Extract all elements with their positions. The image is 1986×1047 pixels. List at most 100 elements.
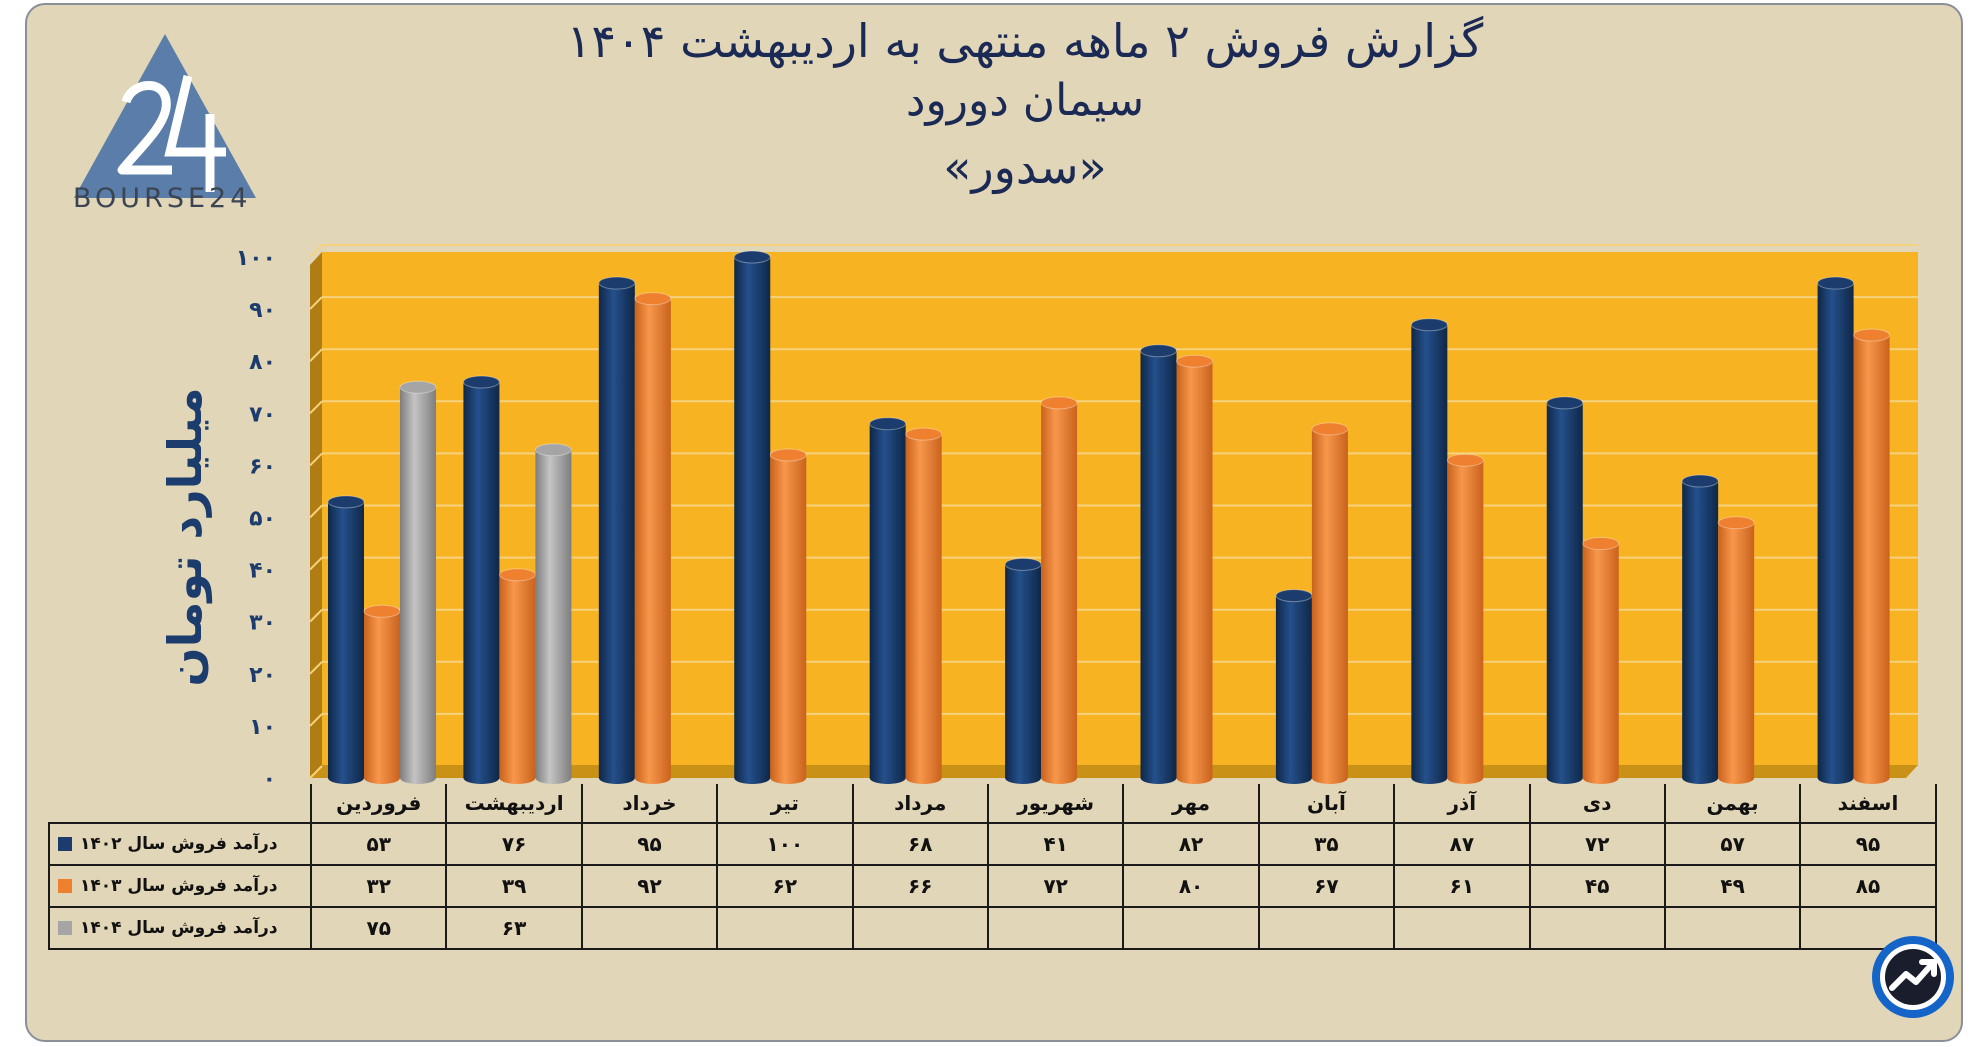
bar [1546,402,1583,778]
bourse24-logo [74,34,256,198]
value-cell: ۹۵ [1799,822,1937,866]
bar-top [1410,318,1448,332]
bar-top [634,292,672,306]
chart-subtitle: سیمان دورود [905,75,1145,126]
y-tick-label: ۳۰ [249,611,276,636]
value-cell: ۴۹ [1663,864,1802,908]
bar-base [364,772,400,784]
bar [364,611,400,778]
bar [734,257,771,778]
bar [1005,564,1042,778]
value-cell: ۴۱ [986,822,1125,866]
plot-floor [310,765,1918,778]
bar-base [1817,772,1854,784]
bar-base [1176,772,1213,784]
gridline-side [309,244,323,258]
legend-swatch [58,921,72,935]
bar-base [905,772,942,784]
value-cell: ۱۰۰ [716,822,854,866]
bar [1718,522,1755,778]
bar-top [1817,276,1855,290]
bar-top [1176,354,1213,368]
y-tick-label: ۲۰ [249,663,276,688]
bar-base [1411,772,1448,784]
bar-base [535,772,572,784]
plot-side-wall [310,252,322,778]
value-cell: ۶۳ [445,906,583,950]
bar [463,382,500,778]
legend-swatch [58,879,72,893]
value-cell [1393,906,1531,950]
value-cell: ۹۲ [580,864,719,908]
logo-digit-2 [117,81,172,175]
trend-arrow-circle-icon [1872,936,1954,1018]
bar [499,574,536,778]
bar [869,423,906,778]
data-table: فروردین اردیبهشت خرداد تیر مرداد شهریور مهر آبا… [48,784,1937,950]
bar [400,387,436,778]
bar-base [869,772,906,784]
y-tick-label: ۰ [263,767,276,792]
category-label: مرداد [851,784,989,824]
bar-top [598,276,636,290]
bar-base [1718,772,1755,784]
y-tick-label: ۴۰ [249,559,276,584]
bar-base [598,772,635,784]
bar-top [905,427,943,441]
value-cell: ۸۲ [1122,822,1260,866]
bar-top [327,495,365,509]
category-label: شهریور [986,784,1125,824]
y-tick-label: ۹۰ [249,298,276,323]
bar [1447,460,1484,778]
y-tick-label: ۱۰۰ [236,246,276,271]
bar-top [1040,396,1078,410]
bar-base [1275,772,1312,784]
bar-top [733,250,771,264]
category-label: آذر [1393,784,1531,824]
value-cell: ۷۵ [309,906,448,950]
legend-label: درآمد فروش سال ۱۴۰۳ [80,876,278,896]
bar-top [1546,396,1584,410]
bar-base [1311,772,1348,784]
table-header-row: فروردین اردیبهشت خرداد تیر مرداد شهریور مهر آبا… [49,784,1937,824]
value-cell [1122,906,1260,950]
bar-top [1717,516,1755,530]
value-cell: ۳۲ [309,864,448,908]
gridline-side [309,348,323,362]
bar-base [1005,772,1042,784]
bar-base [1447,772,1484,784]
value-cell [1257,906,1396,950]
bar-base [734,772,771,784]
legend-cell: درآمد فروش سال ۱۴۰۲ [48,822,312,866]
category-label: اسفند [1799,784,1937,824]
value-cell: ۶۲ [716,864,854,908]
legend-cell: درآمد فروش سال ۱۴۰۴ [48,906,312,950]
category-label: خرداد [580,784,719,824]
y-tick-label: ۸۰ [249,350,276,375]
bar-top [769,448,807,462]
gridline-side [309,765,323,779]
icon-trend-arrowhead [1919,959,1937,977]
bar [1411,324,1448,778]
bar [1817,283,1854,778]
bar-base [1682,772,1719,784]
bar-base [1582,772,1619,784]
value-cell: ۹۵ [580,822,719,866]
bar [1582,543,1619,778]
bar-base [499,772,536,784]
value-cell: ۸۰ [1122,864,1260,908]
bar-base [1041,772,1078,784]
bar-base [1546,772,1583,784]
value-cell: ۳۹ [445,864,583,908]
y-axis-label: میلیارد تومان [158,387,212,687]
category-label: فروردین [309,784,448,824]
value-cell: ۴۵ [1528,864,1666,908]
icon-trend-line [1889,961,1935,991]
category-label: آبان [1257,784,1396,824]
gridline-side [309,400,323,415]
value-cell: ۵۷ [1663,822,1802,866]
value-cell: ۶۷ [1257,864,1396,908]
bar-top [399,380,437,394]
bar-top [462,375,500,389]
gridline-side [309,452,323,467]
